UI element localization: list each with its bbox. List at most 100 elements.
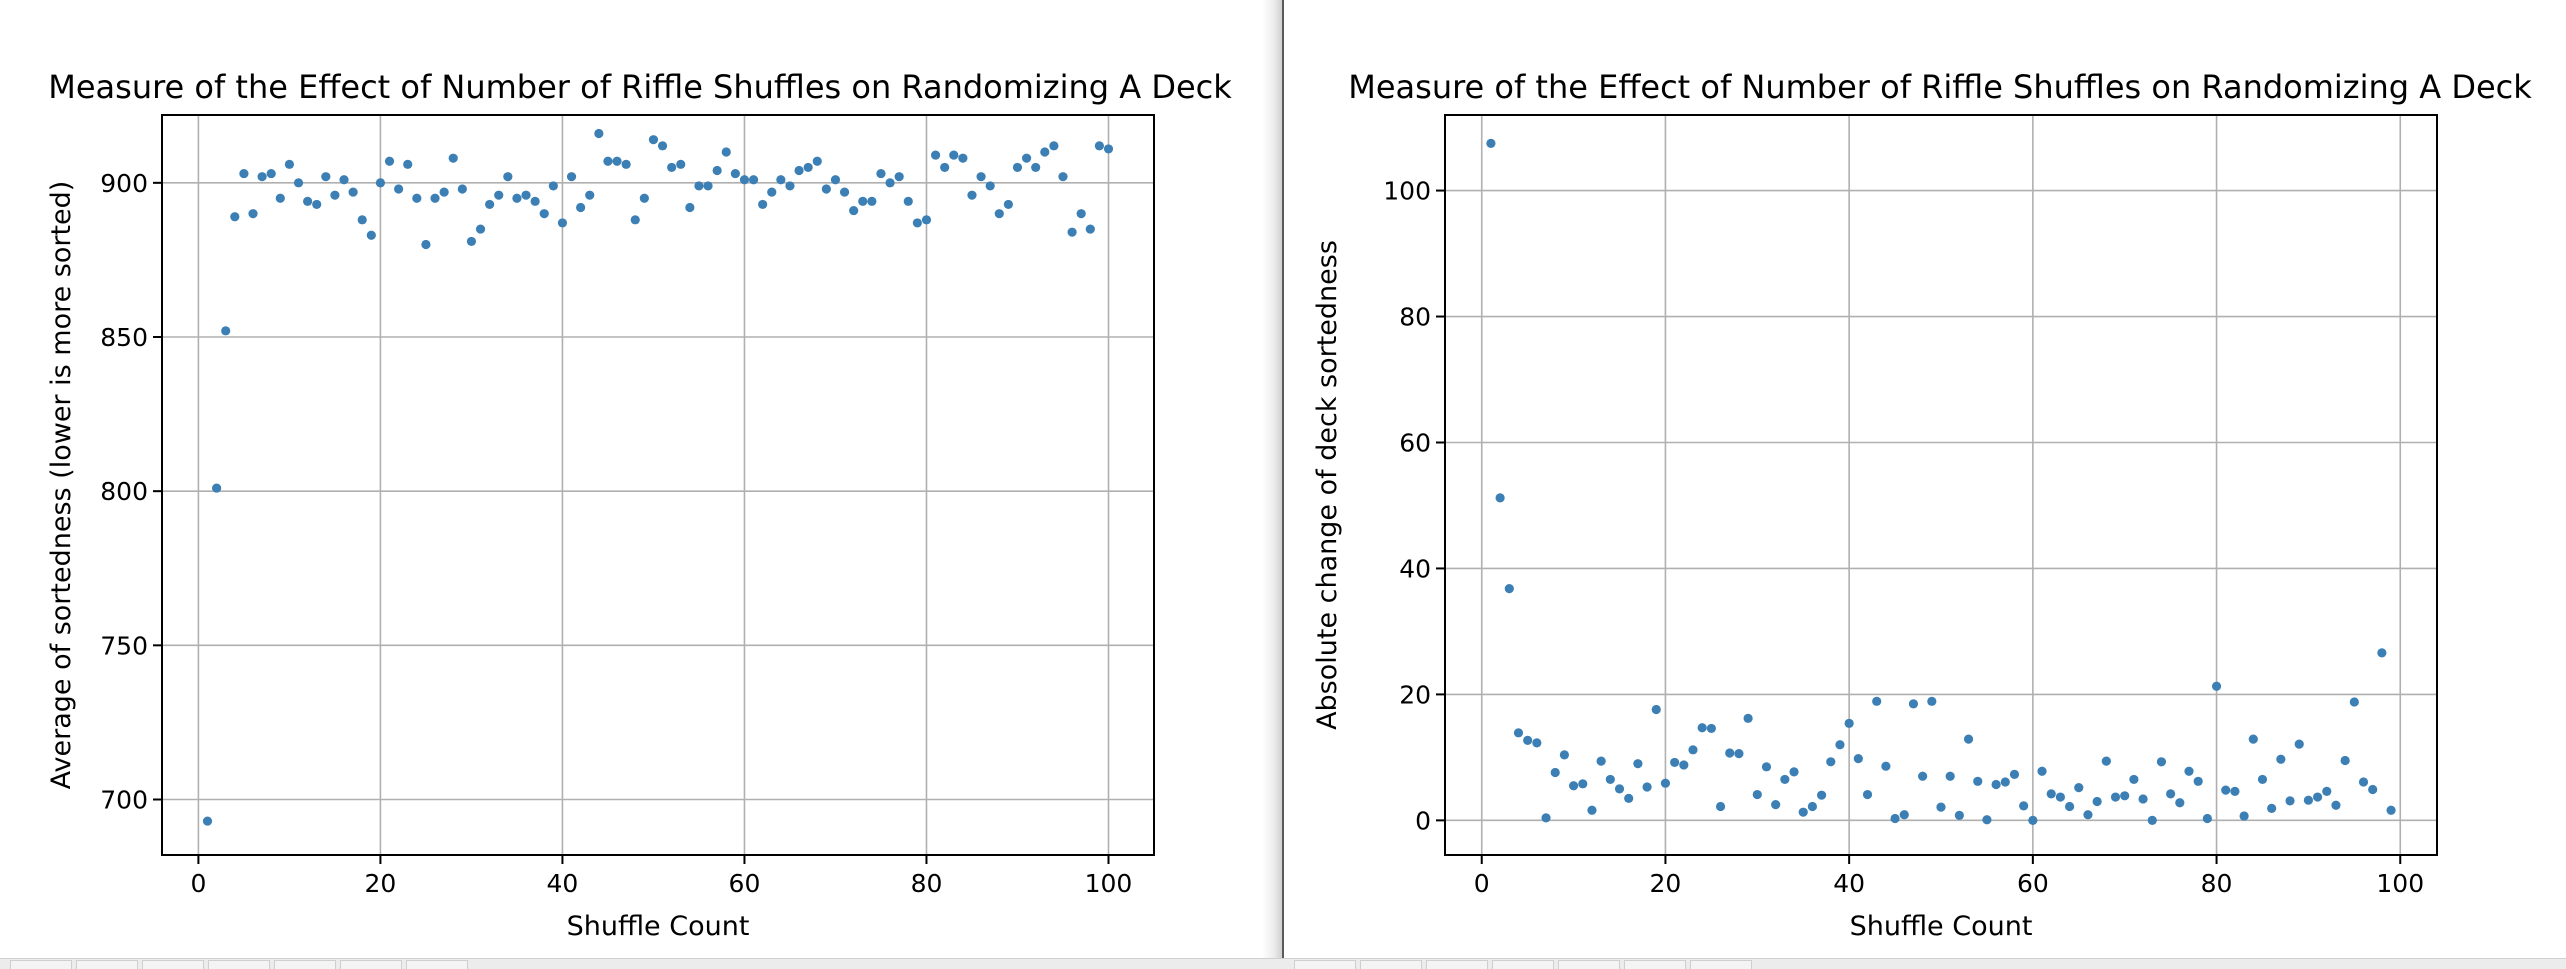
data-point: [2092, 796, 2102, 807]
toolbar-tab[interactable]: [1360, 960, 1422, 969]
data-point: [2166, 789, 2176, 799]
data-point: [803, 162, 813, 173]
data-point: [2349, 697, 2359, 707]
data-point: [1679, 760, 1689, 770]
change-scatter-chart: 0 20 40 60 80 100 0 20 40 60 80 100 Measure of the …: [1312, 68, 2532, 942]
data-point: [1049, 141, 1059, 151]
data-point: [2202, 813, 2212, 824]
data-point: [2028, 815, 2038, 825]
data-point: [1715, 801, 1726, 812]
data-point: [776, 175, 786, 185]
data-point: [958, 153, 968, 163]
x-tick-label: 100: [2376, 869, 2424, 898]
x-tick-label: 60: [2017, 869, 2049, 898]
data-point: [657, 141, 668, 151]
data-point: [1660, 778, 1671, 788]
data-point: [1816, 790, 1827, 800]
data-point: [503, 172, 513, 182]
data-point: [1031, 162, 1041, 173]
data-point: [466, 236, 477, 247]
toolbar-tab[interactable]: [1492, 960, 1554, 969]
data-point: [1523, 735, 1533, 745]
y-tick-label: 700: [100, 786, 148, 815]
y-tick-label: 60: [1399, 428, 1431, 457]
data-point: [2037, 766, 2047, 776]
toolbar-tab[interactable]: [76, 960, 138, 969]
toolbar-tab[interactable]: [340, 960, 402, 969]
data-point: [1927, 696, 1937, 706]
y-tick-label: 80: [1399, 303, 1431, 332]
data-point: [2120, 791, 2130, 801]
data-point: [2377, 648, 2387, 658]
toolbar-tab[interactable]: [142, 960, 204, 969]
data-point: [1596, 756, 1606, 766]
toolbar-tab[interactable]: [1426, 960, 1488, 969]
y-tick-label: 850: [100, 323, 148, 352]
toolbar-tab[interactable]: [1690, 960, 1752, 969]
data-point: [439, 187, 449, 197]
data-point: [1761, 762, 1772, 772]
sortedness-scatter-chart: 0 20 40 60 80 100 700 750 800 850 900 Measure of t…: [46, 68, 1232, 942]
data-point: [1908, 699, 1919, 709]
data-point: [594, 128, 604, 139]
data-point: [2055, 792, 2066, 802]
data-point: [676, 159, 686, 169]
data-point: [785, 181, 795, 191]
data-point: [1899, 810, 1909, 820]
toolbar-tab[interactable]: [1624, 960, 1686, 969]
data-point: [903, 196, 913, 206]
data-point: [1734, 749, 1744, 759]
plot-frame: [161, 114, 1155, 856]
data-point: [348, 187, 358, 197]
data-point: [1532, 738, 1542, 748]
data-point: [275, 193, 285, 203]
y-tick-label: 20: [1399, 680, 1431, 709]
data-point: [2221, 785, 2231, 795]
data-point: [2248, 734, 2258, 744]
data-point: [1945, 771, 1955, 781]
data-point: [339, 175, 349, 185]
data-point: [321, 172, 331, 182]
data-point: [2322, 786, 2332, 796]
x-axis-label: Shuffle Count: [567, 911, 750, 942]
data-point: [2386, 805, 2396, 815]
x-tick-label: 40: [1833, 869, 1865, 898]
data-point: [1780, 774, 1790, 785]
data-point: [576, 202, 586, 213]
data-point: [1012, 162, 1023, 173]
data-point: [284, 159, 295, 169]
data-point: [2340, 755, 2350, 766]
data-point: [221, 326, 231, 336]
toolbar-tab[interactable]: [406, 960, 468, 969]
plot-frame: [1444, 114, 2438, 856]
data-point: [521, 190, 531, 200]
x-tick-label: 100: [1085, 869, 1133, 898]
x-tick-label: 0: [190, 869, 206, 898]
toolbar-tab[interactable]: [10, 960, 72, 969]
data-point: [867, 196, 877, 206]
toolbar-tab[interactable]: [1294, 960, 1356, 969]
data-point: [830, 175, 841, 185]
data-point: [703, 181, 713, 191]
data-point: [293, 178, 304, 188]
data-point: [539, 209, 549, 219]
data-point: [1614, 784, 1625, 794]
data-point: [621, 159, 631, 169]
data-point: [1085, 224, 1095, 234]
data-point: [721, 147, 731, 157]
data-point: [239, 168, 249, 179]
toolbar-tab[interactable]: [1558, 960, 1620, 969]
data-point: [1103, 144, 1114, 154]
data-point: [748, 175, 759, 185]
data-point: [794, 165, 804, 176]
data-point: [1835, 740, 1845, 750]
data-point: [821, 184, 831, 194]
panel-divider[interactable]: [1282, 0, 1284, 968]
data-point: [1504, 584, 1514, 594]
data-point: [858, 196, 868, 206]
data-point: [448, 153, 458, 163]
data-point: [694, 181, 704, 191]
toolbar-tab[interactable]: [208, 960, 270, 969]
toolbar-tab[interactable]: [274, 960, 336, 969]
data-point: [1982, 815, 1992, 825]
